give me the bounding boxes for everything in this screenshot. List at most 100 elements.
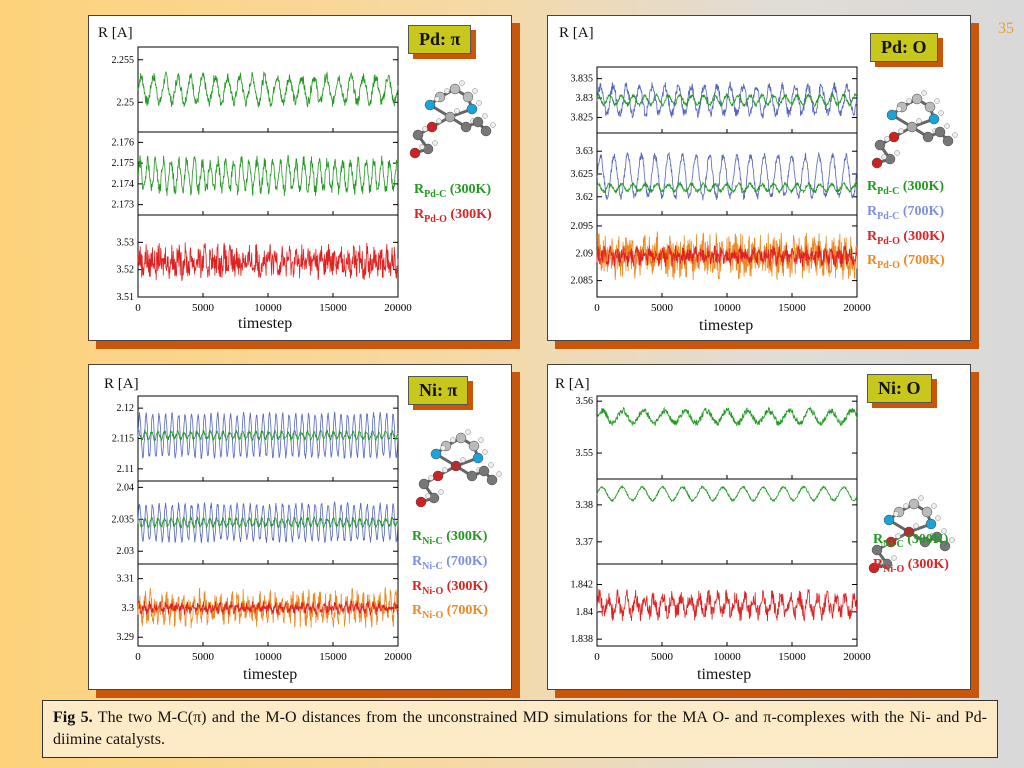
series-line xyxy=(137,242,399,282)
legend: RNi-C (300K) RNi-C (700K) RNi-O (300K) RNi-… xyxy=(412,527,488,626)
y-tick-label: 2.12 xyxy=(117,403,135,414)
panel-pd-o: 3.825 3.83 3.835 3.62 3.625 3.63 2.085 2.09 2.09… xyxy=(547,15,979,349)
legend-entry: RNi-O (300K) xyxy=(873,556,949,575)
y-tick-label: 2.085 xyxy=(571,276,594,287)
y-tick-label: 2.176 xyxy=(112,137,135,148)
y-axis-label: R [A] xyxy=(559,25,594,41)
y-tick-label: 2.255 xyxy=(112,55,135,66)
series-line xyxy=(137,500,399,544)
molecule-icon xyxy=(871,90,958,169)
x-tick-label: 0 xyxy=(594,651,600,663)
badge-ni-o: Ni: O xyxy=(867,374,932,403)
x-tick-label: 15000 xyxy=(778,302,806,314)
legend-entry: RNi-C (300K) xyxy=(412,529,488,547)
y-tick-label: 3.63 xyxy=(576,146,594,157)
subplot-frame xyxy=(596,563,858,647)
molecule-structure xyxy=(868,495,955,574)
chart-pd-o: 3.825 3.83 3.835 3.62 3.625 3.63 2.085 2.09 2.09… xyxy=(571,66,871,314)
y-tick-label: 3.62 xyxy=(576,192,594,203)
legend-entry: RNi-C (700K) xyxy=(412,553,488,572)
y-tick-label: 3.53 xyxy=(117,237,135,248)
y-tick-label: 3.51 xyxy=(117,292,135,303)
chart-ni-o: 3.55 3.56 3.37 3.38 1.838 1.84 1.842 0 5000 10000… xyxy=(571,395,871,663)
y-tick-label: 3.3 xyxy=(122,603,135,614)
y-tick-label: 2.03 xyxy=(117,546,135,557)
series-line xyxy=(596,151,858,201)
legend-entry: RNi-C (300K) xyxy=(873,532,949,550)
y-tick-label: 3.56 xyxy=(576,396,594,407)
y-tick-label: 2.174 xyxy=(112,179,135,190)
x-axis-label: timestep xyxy=(699,317,754,334)
molecule-icon xyxy=(868,495,955,574)
y-tick-label: 2.175 xyxy=(112,158,135,169)
series-line xyxy=(137,428,399,443)
figure-caption: Fig 5. The two M-C(π) and the M-O distan… xyxy=(42,700,998,758)
x-tick-label: 5000 xyxy=(651,302,674,314)
legend-entry: RPd-C (300K) xyxy=(414,182,492,200)
y-axis-label: R [A] xyxy=(98,25,133,41)
y-tick-label: 1.842 xyxy=(571,580,594,591)
y-tick-label: 2.035 xyxy=(112,514,135,525)
series-line xyxy=(596,484,858,503)
chart-ni-pi: 2.11 2.115 2.12 2.03 2.035 2.04 3.29 3.3 3.31 0 50… xyxy=(112,395,412,663)
molecule-structure xyxy=(871,90,958,169)
x-tick-label: 5000 xyxy=(651,651,674,663)
x-tick-label: 10000 xyxy=(713,302,741,314)
series-line xyxy=(596,81,858,119)
y-tick-label: 2.04 xyxy=(117,482,135,493)
series-line xyxy=(596,180,858,195)
x-tick-label: 0 xyxy=(135,651,141,663)
y-tick-label: 3.83 xyxy=(576,93,594,104)
series-line xyxy=(137,70,399,108)
y-tick-label: 1.838 xyxy=(571,634,594,645)
y-tick-label: 3.825 xyxy=(571,112,594,123)
x-tick-label: 5000 xyxy=(192,302,215,314)
badge-ni-pi: Ni: π xyxy=(408,376,469,405)
x-tick-label: 20000 xyxy=(843,302,871,314)
y-tick-label: 2.115 xyxy=(112,434,134,445)
y-tick-label: 2.11 xyxy=(117,464,134,475)
x-tick-label: 15000 xyxy=(319,302,347,314)
series-line xyxy=(137,411,399,459)
legend-entry: RPd-O (300K) xyxy=(414,206,492,225)
series-line xyxy=(596,92,858,108)
caption-lead: Fig 5. xyxy=(53,709,93,726)
legend: RPd-C (300K) RPd-C (700K) RPd-O (300K) RPd-… xyxy=(867,177,945,276)
y-tick-label: 3.31 xyxy=(117,574,135,585)
legend-entry: RPd-C (300K) xyxy=(867,179,945,197)
y-tick-label: 3.29 xyxy=(117,632,135,643)
y-tick-label: 2.095 xyxy=(571,221,594,232)
x-tick-label: 15000 xyxy=(778,651,806,663)
x-tick-label: 20000 xyxy=(384,302,412,314)
x-tick-label: 20000 xyxy=(843,651,871,663)
panel-pd-pi: 2.25 2.255 2.173 2.174 2.175 2.176 3.51 3.52 3.5… xyxy=(88,15,520,349)
y-tick-label: 3.38 xyxy=(576,500,594,511)
legend-entry: RNi-O (300K) xyxy=(412,578,488,597)
legend-entry: RPd-O (700K) xyxy=(867,253,945,272)
series-line xyxy=(137,586,399,629)
molecule-structure xyxy=(409,80,496,159)
x-tick-label: 10000 xyxy=(254,302,282,314)
y-tick-label: 3.52 xyxy=(117,265,135,276)
y-tick-label: 2.173 xyxy=(112,200,135,211)
molecule-structure xyxy=(415,429,502,508)
y-tick-label: 3.37 xyxy=(576,537,594,548)
y-tick-label: 1.84 xyxy=(576,607,594,618)
series-line xyxy=(137,155,399,197)
molecule-icon xyxy=(409,80,496,159)
subplot-frame xyxy=(596,132,858,216)
badge-pd-o: Pd: O xyxy=(870,33,938,62)
y-tick-label: 2.25 xyxy=(117,97,135,108)
panel-ni-o: 3.55 3.56 3.37 3.38 1.838 1.84 1.842 0 5000 10000… xyxy=(547,364,979,698)
molecule-icon xyxy=(415,429,502,508)
y-axis-label: R [A] xyxy=(104,376,139,392)
badge-pd-pi: Pd: π xyxy=(408,25,472,54)
legend-entry: RPd-O (300K) xyxy=(867,228,945,247)
subplot-frame xyxy=(137,131,399,216)
page-number: 35 xyxy=(998,20,1014,37)
y-axis-label: R [A] xyxy=(555,376,590,392)
series-line xyxy=(137,599,399,616)
y-tick-label: 3.625 xyxy=(571,169,594,180)
x-tick-label: 10000 xyxy=(713,651,741,663)
x-tick-label: 0 xyxy=(135,302,141,314)
